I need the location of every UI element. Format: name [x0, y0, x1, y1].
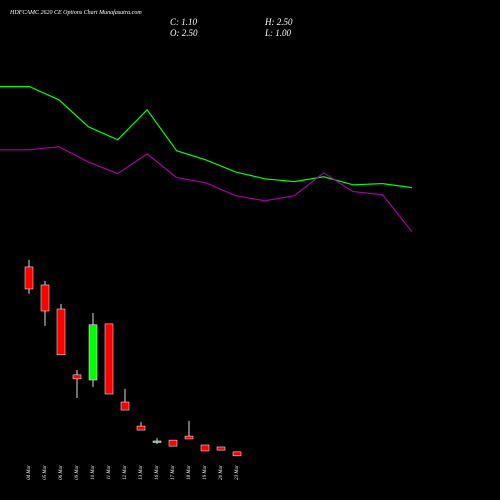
x-tick-label: 05 Mar: [43, 465, 48, 480]
line-series: [0, 146, 413, 233]
candle-body: [24, 266, 34, 290]
x-tick-label: 11 Mar: [107, 465, 112, 480]
candle-body: [120, 401, 130, 411]
candle-body: [88, 324, 98, 381]
x-tick-label: 06 Mar: [59, 465, 64, 480]
line-series: [0, 86, 413, 189]
x-tick-label: 09 Mar: [75, 465, 80, 480]
close-label: C: 1.10: [170, 17, 198, 27]
candle-body: [40, 284, 50, 312]
candle-body: [200, 444, 210, 452]
x-tick-label: 04 Mar: [27, 465, 32, 480]
candle-body: [216, 446, 226, 451]
candle-body: [184, 435, 194, 440]
x-tick-label: 16 Mar: [155, 465, 160, 480]
x-tick-label: 23 Mar: [235, 465, 240, 480]
candle-body: [136, 425, 146, 431]
x-tick-label: 18 Mar: [187, 465, 192, 480]
x-tick-label: 12 Mar: [123, 465, 128, 480]
open-label: O: 2.50: [170, 28, 198, 38]
candle-body: [104, 323, 114, 395]
candle-body: [152, 440, 162, 443]
high-label: H: 2.50: [264, 17, 293, 27]
candle-body: [232, 451, 242, 457]
candle-body: [168, 439, 178, 447]
candle-body: [72, 374, 82, 380]
x-tick-label: 17 Mar: [171, 465, 176, 480]
x-tick-label: 20 Mar: [219, 465, 224, 480]
x-tick-label: 19 Mar: [203, 465, 208, 480]
chart-title: HDFCAMC 2620 CE Options Chart Munafasutr…: [9, 9, 142, 16]
candle-body: [56, 308, 66, 356]
x-tick-label: 13 Mar: [139, 465, 144, 480]
x-tick-label: 10 Mar: [91, 465, 96, 480]
low-label: L: 1.00: [264, 28, 292, 38]
